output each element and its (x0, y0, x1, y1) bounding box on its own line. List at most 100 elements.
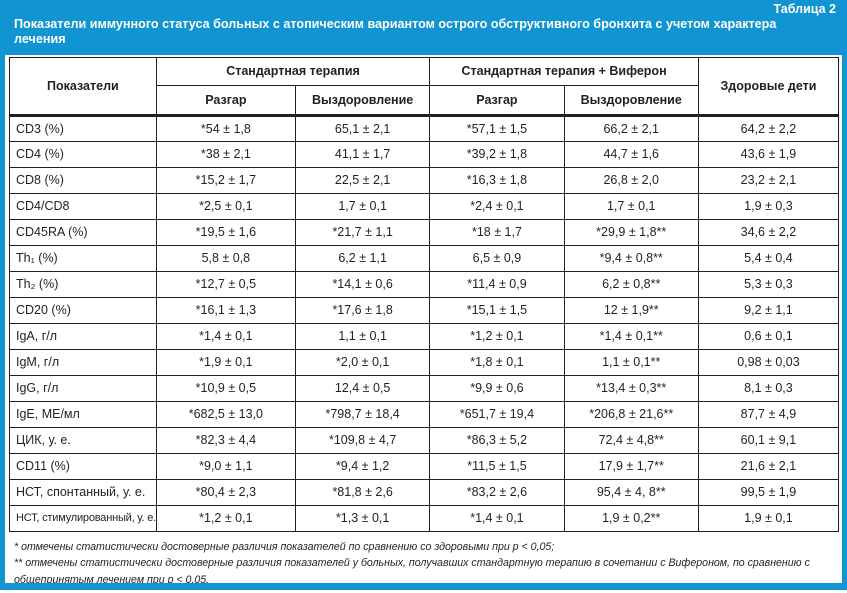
col-header-standard-therapy: Стандартная терапия (155, 56, 431, 86)
indicator-label: CD3 (%) (9, 114, 157, 142)
value-cell: 22,5 ± 2,1 (294, 166, 431, 194)
table-row: ЦИК, у. е. *82,3 ± 4,4 *109,8 ± 4,7 *86,3 ±… (9, 426, 840, 454)
value-cell: *206,8 ± 21,6** (563, 400, 699, 428)
value-cell: 1,1 ± 0,1** (563, 348, 699, 376)
table-row: CD3 (%) *54 ± 1,8 65,1 ± 2,1 *57,1 ± 1,5 66,… (9, 114, 840, 142)
value-cell: *83,2 ± 2,6 (429, 478, 565, 506)
indicator-label: ЦИК, у. е. (9, 426, 157, 454)
value-cell: 5,8 ± 0,8 (155, 244, 296, 272)
value-cell: 41,1 ± 1,7 (294, 140, 431, 168)
value-cell: 6,2 ± 1,1 (294, 244, 431, 272)
table-row: НСТ, спонтанный, у. е. *80,4 ± 2,3 *81,8 ±… (9, 478, 840, 506)
value-cell: 26,8 ± 2,0 (563, 166, 699, 194)
value-cell: *9,0 ± 1,1 (155, 452, 296, 480)
value-cell: *109,8 ± 4,7 (294, 426, 431, 454)
table-row: НСТ, стимулированный, у. е. *1,2 ± 0,1 *1,… (9, 504, 840, 532)
value-cell: *15,1 ± 1,5 (429, 296, 565, 324)
value-cell: *15,2 ± 1,7 (155, 166, 296, 194)
value-cell: *17,6 ± 1,8 (294, 296, 431, 324)
value-cell: 1,7 ± 0,1 (294, 192, 431, 220)
indicator-label: CD11 (%) (9, 452, 157, 480)
indicator-label: CD20 (%) (9, 296, 157, 324)
value-cell: *21,7 ± 1,1 (294, 218, 431, 246)
col-header-peak-2: Разгар (429, 84, 565, 117)
value-cell: 5,4 ± 0,4 (697, 244, 840, 272)
value-cell: 0,6 ± 0,1 (697, 322, 840, 350)
value-cell: 1,1 ± 0,1 (294, 322, 431, 350)
value-cell: 60,1 ± 9,1 (697, 426, 840, 454)
table-row: IgM, г/л *1,9 ± 0,1 *2,0 ± 0,1 *1,8 ± 0,1 1,… (9, 348, 840, 376)
indicator-label: CD45RA (%) (9, 218, 157, 246)
col-header-healthy-children: Здоровые дети (697, 56, 840, 117)
indicator-label: Th₁ (%) (9, 244, 157, 272)
table-row: IgG, г/л *10,9 ± 0,5 12,4 ± 0,5 *9,9 ± 0,6 *… (9, 374, 840, 402)
value-cell: 72,4 ± 4,8** (563, 426, 699, 454)
value-cell: 87,7 ± 4,9 (697, 400, 840, 428)
value-cell: 1,9 ± 0,3 (697, 192, 840, 220)
header-bar: Таблица 2 Показатели иммунного статуса б… (0, 0, 847, 55)
value-cell: *9,4 ± 0,8** (563, 244, 699, 272)
table-row: IgA, г/л *1,4 ± 0,1 1,1 ± 0,1 *1,2 ± 0,1 *1,… (9, 322, 840, 350)
bottom-accent-strip (0, 583, 847, 590)
value-cell: 9,2 ± 1,1 (697, 296, 840, 324)
value-cell: 95,4 ± 4, 8** (563, 478, 699, 506)
value-cell: *86,3 ± 5,2 (429, 426, 565, 454)
header-sub-row: Разгар Выздоровление Разгар Выздоровлени… (10, 84, 839, 117)
value-cell: *16,3 ± 1,8 (429, 166, 565, 194)
value-cell: 44,7 ± 1,6 (563, 140, 699, 168)
value-cell: *1,3 ± 0,1 (294, 504, 431, 532)
value-cell: *1,4 ± 0,1 (155, 322, 296, 350)
value-cell: *1,2 ± 0,1 (429, 322, 565, 350)
table-row: CD4/CD8 *2,5 ± 0,1 1,7 ± 0,1 *2,4 ± 0,1 1,7 … (9, 192, 840, 220)
value-cell: 66,2 ± 2,1 (563, 114, 699, 142)
footnotes: * отмечены статистически достоверные раз… (9, 532, 839, 583)
value-cell: *9,4 ± 1,2 (294, 452, 431, 480)
value-cell: 17,9 ± 1,7** (563, 452, 699, 480)
value-cell: *80,4 ± 2,3 (155, 478, 296, 506)
table-row: CD45RA (%) *19,5 ± 1,6 *21,7 ± 1,1 *18 ± 1,… (9, 218, 840, 246)
header-group-row: Показатели Стандартная терапия Стандартн… (9, 56, 840, 117)
indicator-label: IgA, г/л (9, 322, 157, 350)
immune-status-table: Показатели Стандартная терапия Стандартн… (9, 56, 840, 532)
value-cell: *81,8 ± 2,6 (294, 478, 431, 506)
value-cell: 1,7 ± 0,1 (563, 192, 699, 220)
value-cell: *12,7 ± 0,5 (155, 270, 296, 298)
value-cell: 43,6 ± 1,9 (697, 140, 840, 168)
value-cell: 65,1 ± 2,1 (294, 114, 431, 142)
value-cell: *1,4 ± 0,1 (429, 504, 565, 532)
indicator-label: НСТ, спонтанный, у. е. (9, 478, 157, 506)
indicator-label: IgE, МЕ/мл (9, 400, 157, 428)
table-row: CD8 (%) *15,2 ± 1,7 22,5 ± 2,1 *16,3 ± 1,8 2… (9, 166, 840, 194)
value-cell: *798,7 ± 18,4 (294, 400, 431, 428)
value-cell: *14,1 ± 0,6 (294, 270, 431, 298)
value-cell: *2,4 ± 0,1 (429, 192, 565, 220)
value-cell: *18 ± 1,7 (429, 218, 565, 246)
col-header-recovery-2: Выздоровление (563, 84, 699, 117)
value-cell: *1,8 ± 0,1 (429, 348, 565, 376)
value-cell: 8,1 ± 0,3 (697, 374, 840, 402)
value-cell: *1,4 ± 0,1** (563, 322, 699, 350)
value-cell: 12,4 ± 0,5 (294, 374, 431, 402)
value-cell: 6,2 ± 0,8** (563, 270, 699, 298)
footnote-item: * отмечены статистически достоверные раз… (14, 540, 555, 553)
value-cell: 1,9 ± 0,2** (563, 504, 699, 532)
indicator-label: IgG, г/л (9, 374, 157, 402)
col-header-peak-1: Разгар (155, 84, 296, 117)
value-cell: *39,2 ± 1,8 (429, 140, 565, 168)
value-cell: *1,2 ± 0,1 (155, 504, 296, 532)
indicator-label: CD4/CD8 (9, 192, 157, 220)
value-cell: 5,3 ± 0,3 (697, 270, 840, 298)
value-cell: *10,9 ± 0,5 (155, 374, 296, 402)
value-cell: 99,5 ± 1,9 (697, 478, 840, 506)
indicator-label: CD4 (%) (9, 140, 157, 168)
indicator-label: CD8 (%) (9, 166, 157, 194)
value-cell: *29,9 ± 1,8** (563, 218, 699, 246)
value-cell: *38 ± 2,1 (155, 140, 296, 168)
value-cell: 64,2 ± 2,2 (697, 114, 840, 142)
value-cell: *651,7 ± 19,4 (429, 400, 565, 428)
value-cell: *57,1 ± 1,5 (429, 114, 565, 142)
value-cell: *54 ± 1,8 (155, 114, 296, 142)
footnote-item: ** отмечены статистически достоверные ра… (14, 557, 810, 583)
table-row: CD11 (%) *9,0 ± 1,1 *9,4 ± 1,2 *11,5 ± 1,5 1… (9, 452, 840, 480)
